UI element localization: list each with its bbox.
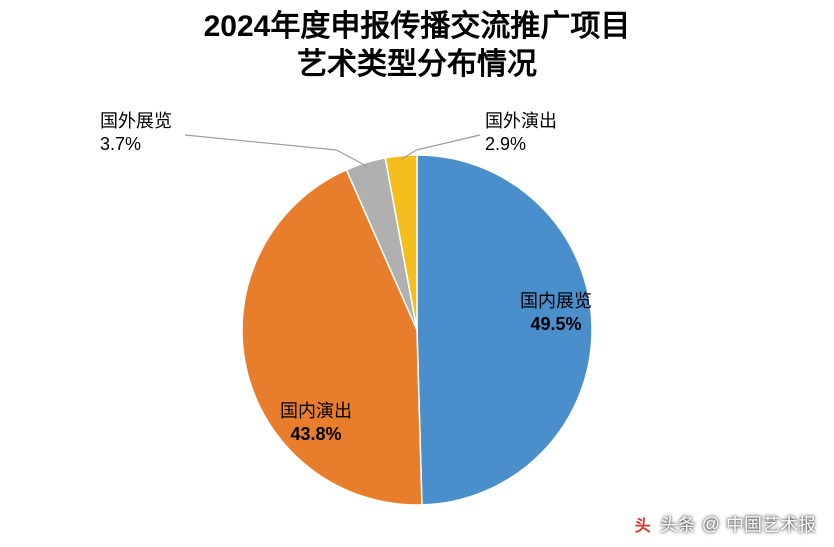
slice-label-domestic-performance: 国内演出 43.8% xyxy=(280,400,352,447)
label-percent: 43.8% xyxy=(290,424,341,444)
watermark-account: 中国艺术报 xyxy=(726,511,816,537)
watermark-prefix: 头条 xyxy=(660,511,696,537)
leader-label-foreign-exhibition: 国外展览 3.7% xyxy=(100,110,172,157)
leader-line xyxy=(416,135,480,150)
label-text: 国内演出 xyxy=(280,401,352,421)
leader-line xyxy=(337,150,367,166)
label-percent: 49.5% xyxy=(530,314,581,334)
watermark-icon: 头 xyxy=(632,513,654,535)
label-text: 国内展览 xyxy=(520,291,592,311)
label-percent: 2.9% xyxy=(485,134,526,154)
label-text: 国外演出 xyxy=(485,111,557,131)
slice-label-domestic-exhibition: 国内展览 49.5% xyxy=(520,290,592,337)
label-percent: 3.7% xyxy=(100,134,141,154)
leader-line xyxy=(185,135,337,150)
pie-chart xyxy=(0,0,834,547)
watermark: 头 头条 @ 中国艺术报 xyxy=(632,511,816,537)
leader-label-foreign-performance: 国外演出 2.9% xyxy=(485,110,557,157)
watermark-at: @ xyxy=(702,514,720,535)
label-text: 国外展览 xyxy=(100,111,172,131)
